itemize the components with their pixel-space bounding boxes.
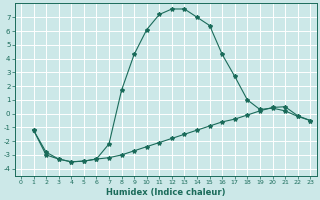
X-axis label: Humidex (Indice chaleur): Humidex (Indice chaleur) [106, 188, 225, 197]
